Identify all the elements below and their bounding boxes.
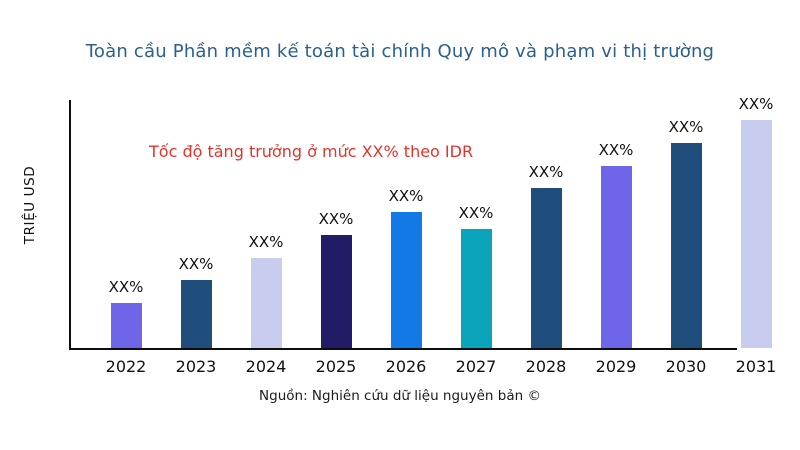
bar-value-label-2026: XX% [388,187,424,205]
x-tick-label-2031: 2031 [735,357,777,376]
x-axis-line [69,348,737,350]
growth-rate-annotation: Tốc độ tăng trưởng ở mức XX% theo IDR [149,142,474,161]
bar-value-label-2028: XX% [528,163,564,181]
bar-2025 [320,235,352,348]
bar-value-label-2025: XX% [318,210,354,228]
bar-2024 [250,258,282,348]
x-tick-label-2027: 2027 [455,357,497,376]
bar-value-label-2023: XX% [178,255,214,273]
x-tick-label-2023: 2023 [175,357,217,376]
bar-2031 [740,120,772,348]
bar-value-label-2024: XX% [248,233,284,251]
y-axis-line [69,100,71,350]
x-tick-label-2028: 2028 [525,357,567,376]
x-tick-label-2024: 2024 [245,357,287,376]
x-tick-label-2030: 2030 [665,357,707,376]
chart-title: Toàn cầu Phần mềm kế toán tài chính Quy … [85,41,715,62]
y-axis-label: TRIỆU USD [22,165,38,245]
bar-2027 [460,229,492,348]
bar-2026 [390,212,422,348]
plot-area: XX% 2022 XX% 2023 XX% 2024 XX% 2025 XX% 2026 XX% 20… [69,97,780,376]
bar-2022 [110,303,142,348]
bar-2028 [530,188,562,348]
bar-2030 [670,143,702,348]
bar-value-label-2029: XX% [598,141,634,159]
bar-value-label-2022: XX% [108,278,144,296]
bar-value-label-2030: XX% [668,118,704,136]
source-note: Nguồn: Nghiên cứu dữ liệu nguyên bản © [259,388,541,404]
x-tick-label-2026: 2026 [385,357,427,376]
bar-value-label-2027: XX% [458,204,494,222]
x-tick-label-2022: 2022 [105,357,147,376]
x-tick-label-2029: 2029 [595,357,637,376]
bar-2029 [600,166,632,348]
bar-2023 [180,280,212,348]
x-tick-label-2025: 2025 [315,357,357,376]
bar-value-label-2031: XX% [738,95,774,113]
